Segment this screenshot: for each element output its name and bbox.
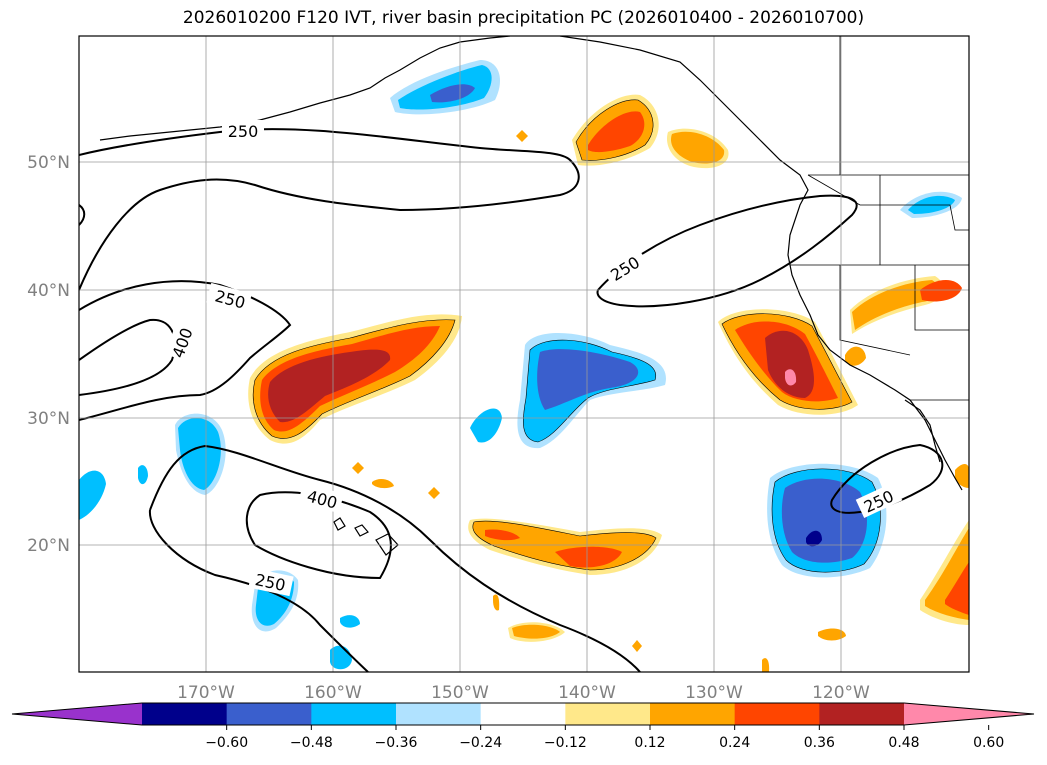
- hawaiian-islands: [333, 517, 399, 556]
- colorbar-tick-label: 0.60: [973, 735, 1004, 751]
- lat-label: 50°N: [27, 153, 70, 173]
- coastlines: [99, 36, 963, 556]
- lon-label: 120°W: [812, 683, 870, 703]
- graticule: [79, 36, 969, 672]
- negative-anomaly-west: [79, 413, 360, 670]
- colorbar-swatch: [396, 703, 482, 725]
- political-borders: [790, 36, 969, 401]
- negative-anomaly-central: [470, 332, 666, 449]
- colorbar-swatch: [142, 703, 228, 725]
- colorbar-tick-label: 0.24: [719, 735, 750, 751]
- contour-400-west: [79, 318, 176, 396]
- colorbar-outline: [11, 702, 1035, 726]
- baja-coast: [904, 399, 941, 463]
- ivt-contours: [79, 128, 944, 672]
- colorbar-tick-label: −0.12: [544, 735, 587, 751]
- lat-label: 30°N: [27, 409, 70, 429]
- colorbar-extend-max: [904, 703, 1034, 725]
- positive-anomaly-northeast: [572, 94, 729, 169]
- colorbar-swatch: [226, 703, 312, 725]
- map-title: 2026010200 F120 IVT, river basin precipi…: [182, 8, 865, 28]
- colorbar-tick-label: 0.48: [888, 735, 919, 751]
- alaska-peninsula-coast: [99, 36, 511, 141]
- colorbar-tick-label: 0.12: [634, 735, 665, 751]
- colorbar-swatch: [734, 703, 820, 725]
- lon-label: 130°W: [685, 683, 743, 703]
- colorbar-swatch: [650, 703, 736, 725]
- colorbar-swatch: [819, 703, 905, 725]
- positive-anomaly-south: [352, 130, 846, 672]
- colorbar-swatch: [480, 703, 566, 725]
- contour-edge: [79, 204, 86, 226]
- lon-label: 140°W: [558, 683, 616, 703]
- contour-250-south: [149, 444, 641, 672]
- contour-250-east: [596, 194, 858, 308]
- longitude-labels: 170°W 160°W 150°W 140°W 130°W 120°W: [177, 683, 870, 703]
- lon-label: 150°W: [431, 683, 489, 703]
- anomaly-fields: [79, 60, 969, 672]
- lat-label: 40°N: [27, 281, 70, 301]
- positive-anomaly-east: [718, 276, 969, 625]
- contour-250-west: [79, 280, 292, 421]
- colorbar: −0.60 −0.48 −0.36 −0.24 −0.12 0.12 0.24 0.36 0.4…: [11, 702, 1035, 751]
- contour-250-north: [79, 128, 580, 291]
- contour-label: 250: [228, 122, 259, 141]
- colorbar-tick-label: −0.24: [459, 735, 502, 751]
- state-borders: [790, 174, 969, 401]
- lon-label: 160°W: [304, 683, 362, 703]
- map-frame: [78, 35, 970, 673]
- lon-label: 170°W: [177, 683, 235, 703]
- colorbar-swatch: [311, 703, 397, 725]
- colorbar-swatch: [565, 703, 651, 725]
- colorbar-tick-label: −0.60: [205, 735, 248, 751]
- colorbar-extend-min: [12, 703, 142, 725]
- positive-anomaly-west-central: [248, 314, 462, 444]
- colorbar-tick-label: −0.48: [290, 735, 333, 751]
- negative-anomaly-north-pacific: [390, 60, 500, 115]
- colorbar-tick-label: 0.36: [804, 735, 835, 751]
- latitude-labels: 50°N 40°N 30°N 20°N: [27, 153, 70, 556]
- colorbar-tick-label: −0.36: [375, 735, 418, 751]
- lat-label: 20°N: [27, 536, 70, 556]
- anomaly-outlines: [252, 99, 881, 573]
- contour-label: 400: [305, 486, 339, 512]
- contour-250-southeast: [830, 443, 944, 514]
